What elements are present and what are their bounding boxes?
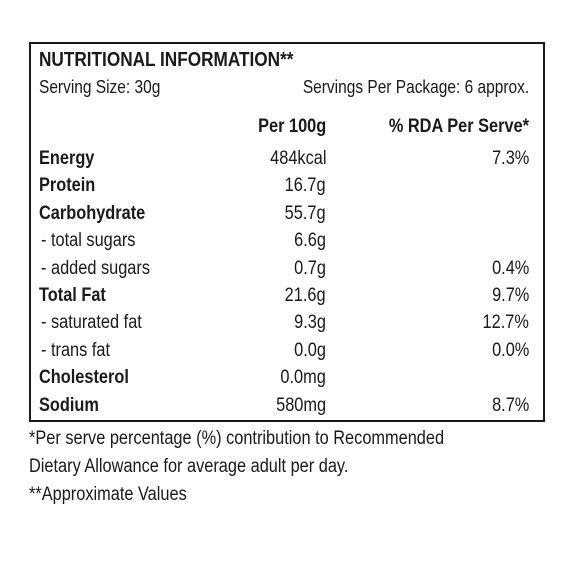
nutrient-name: Carbohydrate — [39, 202, 146, 224]
nutrient-name: - saturated fat — [41, 312, 142, 334]
nutrient-per100g: 21.6g — [285, 285, 326, 306]
column-header-row: Per 100g % RDA Per Serve* — [31, 116, 543, 143]
footnote-rda: *Per serve percentage (%) contribution t… — [29, 428, 445, 449]
nutrient-rda: 0.0% — [491, 339, 529, 361]
nutrient-name: Sodium — [39, 394, 99, 416]
nutrient-per100g: 6.6g — [294, 230, 326, 252]
nutrient-row-added-sugars: - added sugars 0.7g 0.4% — [31, 258, 543, 285]
nutrition-panel: NUTRITIONAL INFORMATION** Serving Size: … — [29, 42, 545, 422]
nutrient-rda: 9.7% — [491, 285, 529, 306]
footnote-approximate: **Approximate Values — [29, 484, 187, 505]
nutrient-name: Cholesterol — [39, 367, 129, 389]
nutrient-row-total-fat: Total Fat 21.6g 9.7% — [31, 285, 543, 312]
nutrient-name: - total sugars — [41, 230, 136, 252]
nutrient-row-protein: Protein 16.7g — [31, 175, 543, 202]
nutrient-per100g: 580mg — [276, 394, 326, 416]
nutrient-name: - added sugars — [41, 257, 151, 279]
nutrient-row-cholesterol: Cholesterol 0.0mg — [31, 367, 543, 394]
nutrient-name: Protein — [39, 175, 96, 197]
nutrient-per100g: 55.7g — [285, 202, 326, 224]
nutrient-row-saturated-fat: - saturated fat 9.3g 12.7% — [31, 312, 543, 339]
column-header-rda: % RDA Per Serve* — [388, 116, 529, 137]
nutrient-per100g: 16.7g — [285, 175, 326, 197]
nutrient-row-energy: Energy 484kcal 7.3% — [31, 148, 543, 175]
nutrient-rda: 12.7% — [482, 312, 529, 334]
nutrient-per100g: 0.7g — [294, 257, 326, 279]
nutrient-rda: 0.4% — [491, 257, 529, 279]
nutrient-name: Energy — [39, 148, 95, 169]
nutrient-name: - trans fat — [41, 339, 111, 361]
nutrient-per100g: 0.0g — [294, 339, 326, 361]
nutrient-row-trans-fat: - trans fat 0.0g 0.0% — [31, 340, 543, 367]
nutrient-row-sodium: Sodium 580mg 8.7% — [31, 395, 543, 422]
nutrient-row-total-sugars: - total sugars 6.6g — [31, 230, 543, 257]
column-header-per100g: Per 100g — [257, 116, 326, 137]
nutrient-row-carbohydrate: Carbohydrate 55.7g — [31, 203, 543, 230]
footnote-rda-continued: Dietary Allowance for average adult per … — [29, 456, 349, 477]
nutrient-per100g: 9.3g — [294, 312, 326, 334]
panel-title: NUTRITIONAL INFORMATION** — [39, 49, 294, 71]
nutrient-rda: 8.7% — [491, 394, 529, 416]
nutrient-rda: 7.3% — [491, 148, 529, 169]
servings-per-package: Servings Per Package: 6 approx. — [302, 77, 529, 97]
serving-size: Serving Size: 30g — [39, 77, 161, 97]
nutrient-name: Total Fat — [39, 285, 106, 306]
nutrient-per100g: 0.0mg — [280, 367, 326, 389]
nutrient-per100g: 484kcal — [269, 148, 326, 169]
